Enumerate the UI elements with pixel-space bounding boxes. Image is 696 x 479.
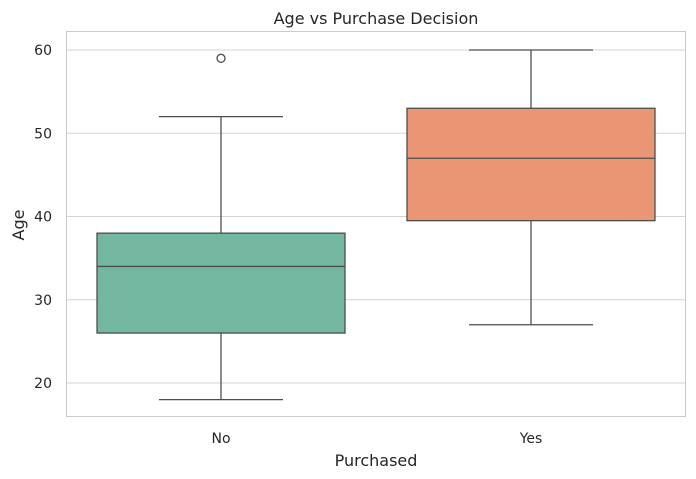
plot-frame	[66, 31, 686, 417]
x-tick-label-no: No	[211, 431, 230, 447]
x-axis-ticks: No Yes	[211, 431, 542, 447]
x-axis-label: Purchased	[335, 451, 418, 470]
outlier-point-no-0	[216, 53, 226, 63]
box-iqr-yes	[406, 107, 656, 222]
chart-title: Age vs Purchase Decision	[274, 9, 479, 28]
x-tick-label-yes: Yes	[519, 431, 543, 447]
y-axis-ticks: 20 30 40 50 60	[34, 43, 52, 392]
y-tick-label-50: 50	[34, 126, 52, 142]
y-tick-label-20: 20	[34, 376, 52, 392]
box-group-no	[96, 53, 346, 401]
box-iqr-no	[96, 232, 346, 334]
y-tick-label-30: 30	[34, 293, 52, 309]
box-group-yes	[406, 49, 656, 326]
y-tick-label-40: 40	[34, 210, 52, 226]
boxes-layer	[96, 49, 656, 401]
y-tick-label-60: 60	[34, 43, 52, 59]
y-axis-label: Age	[9, 210, 28, 241]
